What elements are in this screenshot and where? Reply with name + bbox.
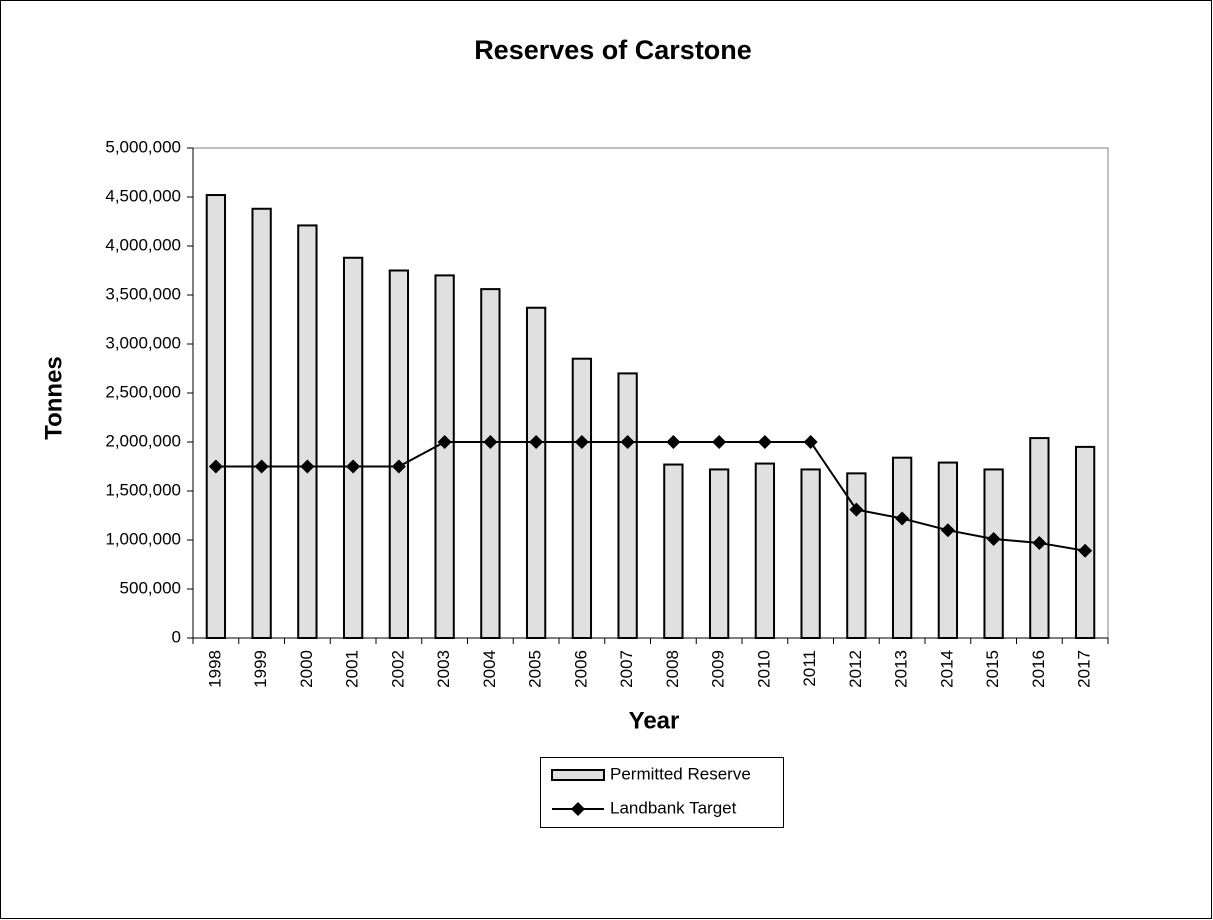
- x-tick-label: 2017: [1075, 650, 1094, 688]
- bar: [1074, 445, 1096, 639]
- x-tick-label: 2013: [892, 650, 911, 688]
- bar: [297, 224, 318, 639]
- bar: [525, 306, 547, 639]
- legend-swatch: [551, 769, 605, 781]
- marker: [391, 459, 406, 474]
- bar: [480, 288, 501, 639]
- x-tick-label: 2007: [617, 650, 636, 688]
- marker: [620, 435, 635, 449]
- legend-marker: [571, 802, 585, 816]
- y-tick-label: 1,000,000: [105, 529, 181, 548]
- y-tick-label: 4,500,000: [105, 186, 181, 205]
- bar: [846, 472, 867, 639]
- x-axis-title: Year: [629, 707, 680, 734]
- marker: [1078, 543, 1093, 558]
- marker: [712, 435, 727, 449]
- legend-label: Permitted Reserve: [610, 764, 751, 783]
- legend-label: Landbank Target: [610, 798, 737, 817]
- y-tick-label: 2,000,000: [105, 431, 181, 450]
- chart-title: Reserves of Carstone: [474, 35, 752, 65]
- marker: [895, 511, 910, 526]
- marker: [757, 435, 772, 449]
- y-tick-label: 4,000,000: [105, 235, 181, 254]
- line: [215, 441, 1086, 552]
- bar: [571, 357, 593, 639]
- bar: [937, 461, 959, 639]
- bar: [708, 468, 730, 639]
- bar: [754, 462, 776, 639]
- x-tick-label: 2008: [663, 650, 682, 688]
- x-tick-label: 2002: [388, 650, 407, 688]
- x-tick-label: 2000: [297, 650, 316, 688]
- bar: [251, 207, 272, 639]
- bar: [891, 456, 913, 639]
- marker: [300, 459, 315, 474]
- marker: [1032, 535, 1047, 550]
- marker: [849, 502, 864, 517]
- y-tick-label: 1,500,000: [105, 480, 181, 499]
- marker: [346, 459, 361, 474]
- marker: [254, 459, 269, 474]
- marker: [529, 435, 544, 449]
- marker: [986, 532, 1001, 547]
- x-tick-label: 1999: [251, 650, 270, 688]
- x-tick-label: 2012: [846, 650, 865, 688]
- marker: [208, 459, 223, 474]
- x-tick-label: 2009: [709, 650, 728, 688]
- bar: [617, 372, 638, 639]
- bar: [388, 269, 410, 639]
- bar: [434, 274, 455, 639]
- plot-area: [192, 147, 1109, 639]
- x-tick-label: 2014: [937, 650, 956, 688]
- x-tick-label: 2004: [480, 650, 499, 688]
- x-tick-label: 2010: [754, 650, 773, 688]
- marker: [574, 435, 589, 449]
- y-tick-label: 0: [172, 627, 181, 646]
- bar: [342, 256, 364, 639]
- x-tick-label: 2011: [800, 650, 819, 687]
- y-tick-label: 500,000: [120, 578, 181, 597]
- y-axis-title: Tonnes: [40, 356, 67, 440]
- y-tick-label: 3,500,000: [105, 284, 181, 303]
- y-tick-label: 3,000,000: [105, 333, 181, 352]
- y-tick-label: 2,500,000: [105, 382, 181, 401]
- bar: [800, 468, 821, 639]
- marker: [437, 435, 452, 449]
- bar: [983, 468, 1004, 639]
- x-tick-label: 2006: [571, 650, 590, 688]
- x-tick-label: 1998: [205, 650, 224, 688]
- y-tick-label: 5,000,000: [105, 137, 181, 156]
- marker: [483, 435, 498, 449]
- x-tick-label: 2016: [1029, 650, 1048, 688]
- x-tick-label: 2015: [983, 650, 1002, 688]
- bar: [205, 194, 227, 639]
- marker: [666, 435, 681, 449]
- marker: [940, 523, 955, 538]
- x-tick-label: 2001: [343, 650, 362, 688]
- bar: [663, 463, 684, 640]
- x-tick-label: 2005: [526, 650, 545, 688]
- x-tick-label: 2003: [434, 650, 453, 688]
- marker: [803, 435, 818, 449]
